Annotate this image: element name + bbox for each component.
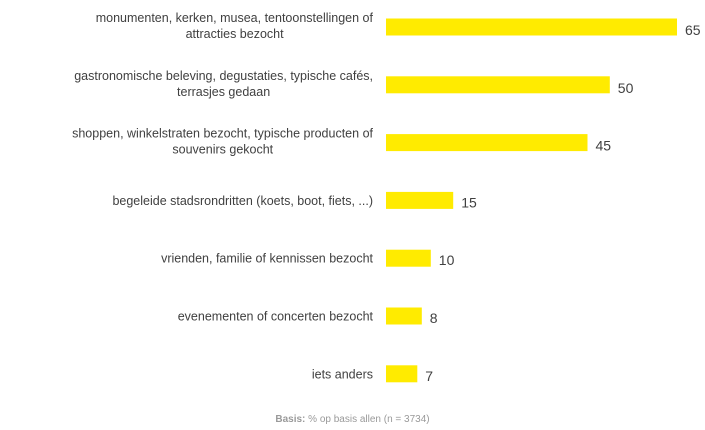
- bar-2: [386, 134, 588, 152]
- category-label-1-line-0: gastronomische beleving, degustaties, ty…: [74, 69, 373, 83]
- bar-1: [386, 76, 610, 94]
- category-label-5-line-0: evenementen of concerten bezocht: [178, 310, 374, 324]
- bar-3: [386, 191, 454, 209]
- category-label-2-line-1: souvenirs gekocht: [172, 143, 273, 157]
- bar-4: [386, 249, 431, 267]
- footnote: Basis: % op basis allen (n = 3734): [0, 414, 705, 425]
- category-label-4-line-0: vrienden, familie of kennissen bezocht: [161, 252, 373, 266]
- bar-0: [386, 18, 677, 36]
- category-label-3-line-0: begeleide stadsrondritten (koets, boot, …: [112, 194, 373, 208]
- category-label-0-line-0: monumenten, kerken, musea, tentoonstelli…: [96, 11, 374, 25]
- bar-5: [386, 307, 422, 325]
- value-label-6: 7: [425, 368, 433, 384]
- value-label-5: 8: [430, 310, 438, 326]
- value-label-2: 45: [596, 138, 612, 154]
- bar-6: [386, 365, 418, 383]
- category-label-0-line-1: attracties bezocht: [186, 27, 284, 41]
- footnote-bold: Basis:: [275, 414, 306, 425]
- value-label-1: 50: [618, 80, 634, 96]
- category-label-1-line-1: terrasjes gedaan: [177, 85, 270, 99]
- footnote-text: % op basis allen (n = 3734): [305, 414, 430, 425]
- value-label-3: 15: [461, 194, 477, 210]
- category-label-2-line-0: shoppen, winkelstraten bezocht, typische…: [72, 127, 373, 141]
- value-label-0: 65: [685, 22, 701, 38]
- category-label-6-line-0: iets anders: [312, 367, 373, 381]
- value-label-4: 10: [439, 252, 455, 268]
